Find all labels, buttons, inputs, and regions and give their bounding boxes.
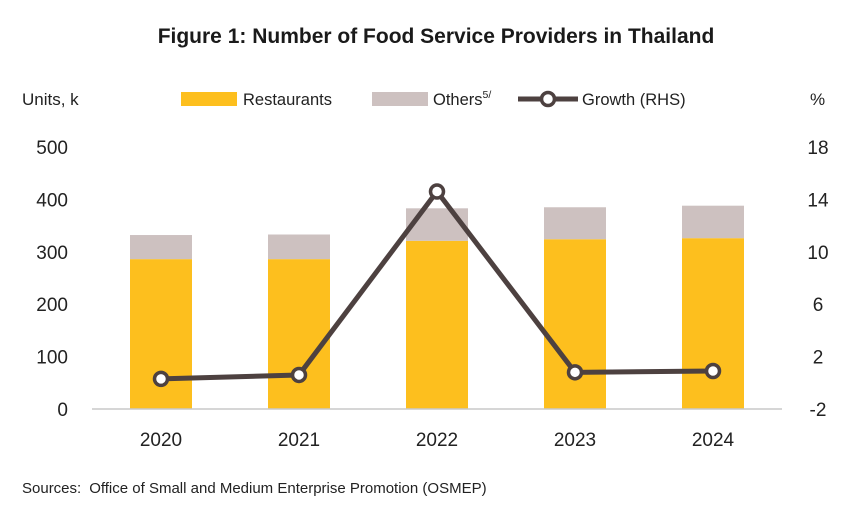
bar-restaurants-2022 (406, 240, 468, 409)
left-axis-ticks: 0 100 200 300 400 500 (36, 138, 68, 421)
source-label: Sources: (22, 480, 81, 497)
growth-point-2022 (428, 183, 446, 200)
legend-swatch-restaurants (181, 92, 237, 106)
x-tick-label: 2023 (554, 430, 596, 451)
x-tick-label: 2021 (278, 430, 320, 451)
bars (130, 205, 744, 409)
legend-swatch-others (372, 92, 428, 106)
right-tick-label: 10 (807, 243, 828, 264)
right-tick-label: 2 (813, 348, 824, 369)
legend-label-restaurants: Restaurants (243, 91, 332, 109)
left-tick-label: 500 (36, 138, 68, 159)
growth-line (152, 183, 722, 388)
x-axis-ticks: 2020 2021 2022 2023 2024 (140, 430, 735, 451)
source-text: Office of Small and Medium Enterprise Pr… (89, 480, 486, 497)
left-tick-label: 100 (36, 348, 68, 369)
legend-label-others-sup: 5/ (483, 89, 492, 101)
right-tick-label: 14 (807, 190, 829, 211)
bar-others-2022 (406, 208, 468, 241)
left-tick-label: 0 (57, 400, 68, 421)
legend-swatch-growth-marker (539, 90, 557, 108)
chart-title: Figure 1: Number of Food Service Provide… (158, 25, 715, 48)
bar-others-2021 (268, 234, 330, 260)
bar-others-2023 (544, 207, 606, 240)
left-tick-label: 400 (36, 190, 68, 211)
left-tick-label: 300 (36, 243, 68, 264)
x-tick-label: 2020 (140, 430, 182, 451)
bar-others-2020 (130, 235, 192, 260)
right-tick-label: 6 (813, 295, 824, 316)
source-note: Sources: Office of Small and Medium Enter… (22, 480, 487, 497)
left-tick-label: 200 (36, 295, 68, 316)
bar-others-2024 (682, 205, 744, 239)
growth-point-2020 (152, 370, 170, 388)
right-tick-label: 18 (807, 138, 828, 159)
growth-point-2024 (704, 362, 722, 380)
legend: Restaurants Others5/Growth (RHS) (181, 89, 686, 109)
growth-point-2021 (290, 366, 308, 384)
left-axis-unit: Units, k (22, 90, 79, 109)
right-tick-label: -2 (810, 400, 827, 421)
x-tick-label: 2022 (416, 430, 458, 451)
legend-label-growth: Growth (RHS) (582, 91, 686, 109)
growth-point-2023 (566, 364, 584, 381)
bar-restaurants-2021 (268, 259, 330, 409)
x-tick-label: 2024 (692, 430, 735, 451)
bar-restaurants-2024 (682, 238, 744, 409)
right-axis-unit: % (810, 90, 825, 109)
right-axis-ticks: -2 2 6 10 14 18 (807, 138, 829, 421)
bar-restaurants-2023 (544, 239, 606, 409)
legend-label-others: Others5/ (433, 89, 491, 109)
